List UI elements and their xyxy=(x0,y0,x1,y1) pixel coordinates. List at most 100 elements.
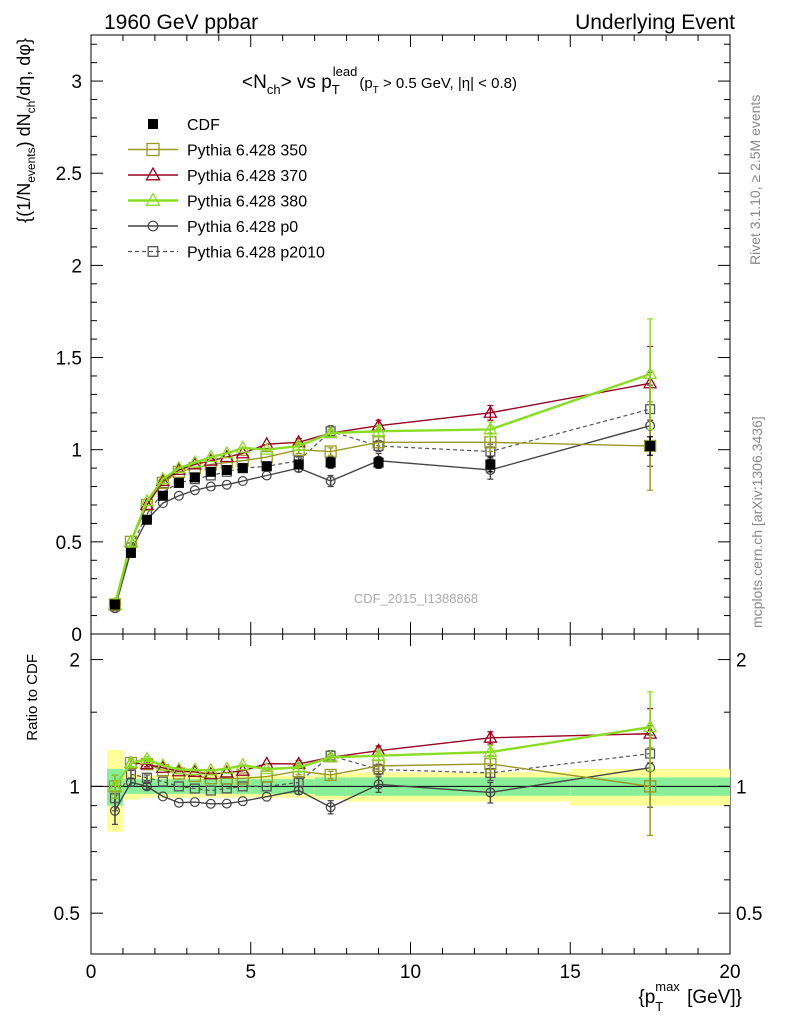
cdf-marker xyxy=(205,466,216,477)
p380-marker xyxy=(171,761,187,775)
p380-marker xyxy=(155,757,171,771)
y-tick-label-main: 1 xyxy=(71,441,82,462)
x-tick-label: 10 xyxy=(400,962,421,983)
p370-marker xyxy=(483,730,498,743)
p380-marker xyxy=(123,534,139,547)
p0-marker xyxy=(261,791,272,802)
p0-marker xyxy=(221,798,232,809)
rivet-version-label: Rivet 3.1.10, ≥ 2.5M events xyxy=(747,95,763,265)
p0-marker xyxy=(173,797,184,808)
p380-marker xyxy=(139,493,155,507)
p380-marker xyxy=(187,762,203,775)
y-tick-label-main: 3 xyxy=(71,72,82,93)
series-p0 xyxy=(109,384,656,614)
p2010-marker xyxy=(147,246,159,257)
cdf-marker xyxy=(485,459,496,470)
p0-marker xyxy=(173,490,184,501)
p370-marker xyxy=(155,473,171,487)
x-tick-label: 5 xyxy=(245,962,256,983)
p0-marker xyxy=(293,785,304,796)
p2010-marker xyxy=(173,781,184,792)
ratio-line-p0 xyxy=(114,766,651,812)
p0-marker xyxy=(157,791,168,802)
p380-marker xyxy=(203,762,218,776)
y-tick-label-main: 0 xyxy=(71,625,82,646)
cdf-marker xyxy=(645,441,656,452)
p0-marker xyxy=(189,485,200,496)
legend-label-p0: Pythia 6.428 p0 xyxy=(187,219,298,236)
p380-marker xyxy=(145,192,161,206)
p380-marker xyxy=(642,719,658,733)
p370-marker xyxy=(219,449,234,463)
legend-label-cdf: CDF xyxy=(187,117,220,134)
ratio-uncertainty-bands xyxy=(106,749,730,832)
p380-marker xyxy=(323,749,338,763)
p2010-marker xyxy=(189,783,200,794)
p380-marker xyxy=(291,438,306,452)
p0-marker xyxy=(485,787,496,798)
p0-marker xyxy=(373,779,384,790)
main-series-group xyxy=(107,318,658,614)
legend-item-p370: Pythia 6.428 370 xyxy=(128,166,307,185)
cdf-marker xyxy=(237,463,248,474)
p2010-marker xyxy=(237,781,248,792)
p0-marker xyxy=(237,796,248,807)
cdf-marker xyxy=(261,461,272,472)
p0-marker xyxy=(221,479,232,490)
p380-marker xyxy=(219,761,234,774)
p380-marker xyxy=(235,757,250,771)
p0-marker xyxy=(189,797,200,808)
p370-marker xyxy=(203,766,218,780)
cdf-marker xyxy=(189,472,200,483)
header-right: Underlying Event xyxy=(575,11,735,34)
legend-label-p2010: Pythia 6.428 p2010 xyxy=(187,245,325,262)
legend-item-p2010: Pythia 6.428 p2010 xyxy=(128,245,325,262)
series-p380 xyxy=(107,318,658,610)
cdf-marker xyxy=(221,464,232,475)
p380-marker xyxy=(323,425,338,439)
p2010-marker xyxy=(205,785,216,796)
y-tick-label-ratio: 2 xyxy=(69,651,80,672)
cdf-marker xyxy=(173,477,184,488)
ratio-series-p380 xyxy=(107,691,658,799)
p0-marker xyxy=(205,798,216,809)
p370-marker xyxy=(139,497,155,511)
y-tick-label-ratio-right: 0.5 xyxy=(736,904,762,925)
p370-marker xyxy=(483,405,498,418)
p380-marker xyxy=(259,761,274,775)
x-tick-label: 15 xyxy=(560,962,581,983)
cdf-marker xyxy=(125,547,136,558)
legend-item-p350: Pythia 6.428 350 xyxy=(128,143,307,160)
p380-marker xyxy=(219,445,234,459)
x-axis-label: {pTmax [GeV]} xyxy=(638,979,742,1014)
p380-marker xyxy=(483,744,498,758)
p350-marker xyxy=(324,768,337,782)
y-tick-label-main: 2.5 xyxy=(56,164,82,185)
y-tick-label-main: 2 xyxy=(71,256,82,277)
y-tick-label-main: 0.5 xyxy=(56,533,82,554)
p380-marker xyxy=(123,755,139,769)
series-line-p380 xyxy=(113,372,651,605)
ratio-series-p0 xyxy=(109,734,656,825)
p350-marker xyxy=(146,142,160,157)
cdf-marker xyxy=(109,599,120,610)
analysis-watermark: CDF_2015_I1388868 xyxy=(354,591,478,606)
p350-marker xyxy=(236,772,249,785)
series-line-p370 xyxy=(114,382,651,605)
p370-marker xyxy=(219,764,234,778)
ratio-line-p2010 xyxy=(114,753,651,799)
p380-marker xyxy=(139,751,155,765)
p0-marker xyxy=(325,476,336,487)
y-tick-label-ratio: 0.5 xyxy=(54,904,80,925)
p380-marker xyxy=(483,421,498,435)
series-line-p2010 xyxy=(114,408,651,607)
legend-label-p380: Pythia 6.428 380 xyxy=(187,194,307,211)
cdf-marker xyxy=(157,490,168,501)
series-cdf xyxy=(109,436,656,610)
cdf-marker xyxy=(141,514,152,525)
cdf-marker xyxy=(293,459,304,470)
mcplots-label: mcplots.cern.ch [arXiv:1306.3436] xyxy=(749,416,765,628)
x-tick-label: 20 xyxy=(719,962,740,983)
p0-marker xyxy=(109,805,120,816)
